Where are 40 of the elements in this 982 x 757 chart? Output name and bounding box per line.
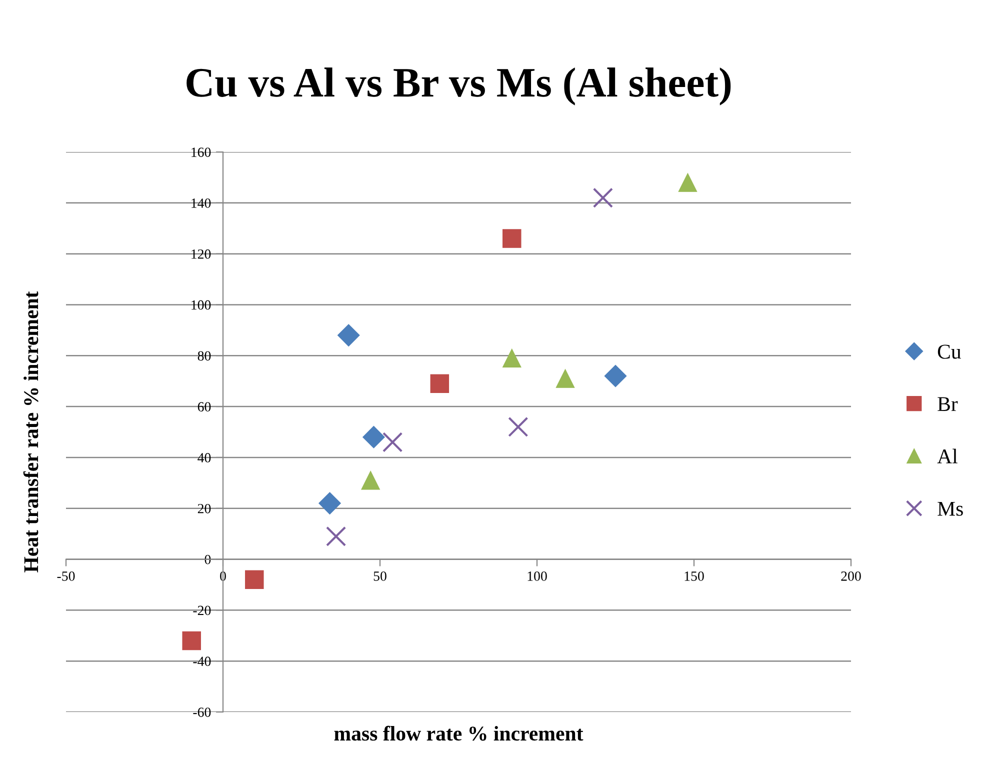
- x-axis-title: mass flow rate % increment: [334, 726, 584, 741]
- legend-label: Al: [937, 448, 958, 464]
- x-tick-label: -50: [57, 571, 75, 581]
- point: [678, 173, 698, 192]
- point: [326, 526, 346, 546]
- y-tick-label: 80: [198, 351, 211, 361]
- point: [604, 364, 627, 388]
- point: [245, 570, 264, 590]
- point: [337, 324, 360, 346]
- point: [362, 426, 385, 448]
- y-tick-label: 40: [198, 453, 211, 462]
- x-tick-label: 50: [374, 571, 386, 581]
- point: [502, 348, 522, 368]
- point: [182, 631, 201, 650]
- y-axis-title: Heat transfer rate % increment: [23, 291, 38, 572]
- chart-title: Cu vs Al vs Br vs Ms (Al sheet): [186, 68, 731, 106]
- y-tick-label: 60: [198, 402, 211, 412]
- y-tick-label: -60: [193, 708, 211, 717]
- point: [382, 432, 403, 452]
- legend-label: Cu: [938, 344, 962, 359]
- point: [592, 188, 614, 208]
- point: [361, 470, 380, 490]
- y-tick-label: 100: [192, 300, 211, 310]
- y-tick-label: 140: [192, 198, 211, 208]
- x-tick-label: 100: [528, 571, 547, 581]
- legend-label: Br: [938, 397, 958, 411]
- point: [430, 374, 450, 394]
- x-tick-label: 200: [841, 571, 861, 581]
- legend-label: Ms: [938, 502, 963, 516]
- x-tick-label: 0: [220, 571, 226, 581]
- point: [502, 229, 522, 248]
- y-tick-label: -40: [193, 656, 211, 666]
- y-tick-label: 120: [192, 249, 211, 259]
- point: [508, 416, 528, 437]
- y-tick-label: -20: [193, 606, 211, 616]
- x-tick-label: 150: [684, 571, 704, 581]
- y-tick-label: 160: [192, 148, 211, 157]
- point: [318, 492, 341, 514]
- y-tick-label: 20: [198, 504, 211, 514]
- point: [556, 369, 575, 388]
